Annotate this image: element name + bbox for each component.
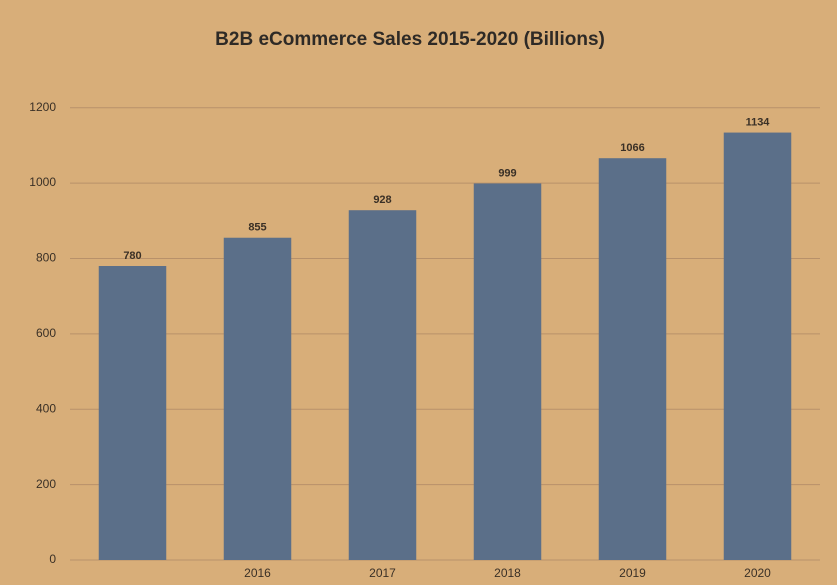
value-label: 780 (123, 250, 141, 262)
y-tick-label: 400 (36, 401, 56, 415)
value-label: 1066 (620, 142, 644, 154)
bar (223, 237, 292, 560)
y-tick-label: 1200 (29, 100, 56, 114)
y-tick-label: 800 (36, 251, 56, 265)
y-tick-label: 200 (36, 477, 56, 491)
chart-title: B2B eCommerce Sales 2015-2020 (Billions) (215, 29, 605, 50)
value-label: 1134 (746, 116, 771, 128)
x-tick-label: 2020 (744, 566, 771, 580)
value-label: 855 (248, 222, 266, 234)
bar (598, 158, 667, 560)
bar (473, 183, 542, 560)
value-label: 999 (498, 167, 516, 179)
bar (723, 132, 792, 561)
x-tick-label: 2018 (494, 566, 521, 580)
value-label: 928 (373, 194, 391, 206)
y-tick-label: 600 (36, 326, 56, 340)
y-tick-label: 1000 (29, 175, 56, 189)
bar (98, 266, 167, 560)
y-tick-label: 0 (49, 552, 56, 566)
bar (348, 210, 417, 560)
x-tick-label: 2016 (244, 566, 271, 580)
x-tick-label: 2017 (369, 566, 396, 580)
x-tick-label: 2019 (619, 566, 646, 580)
